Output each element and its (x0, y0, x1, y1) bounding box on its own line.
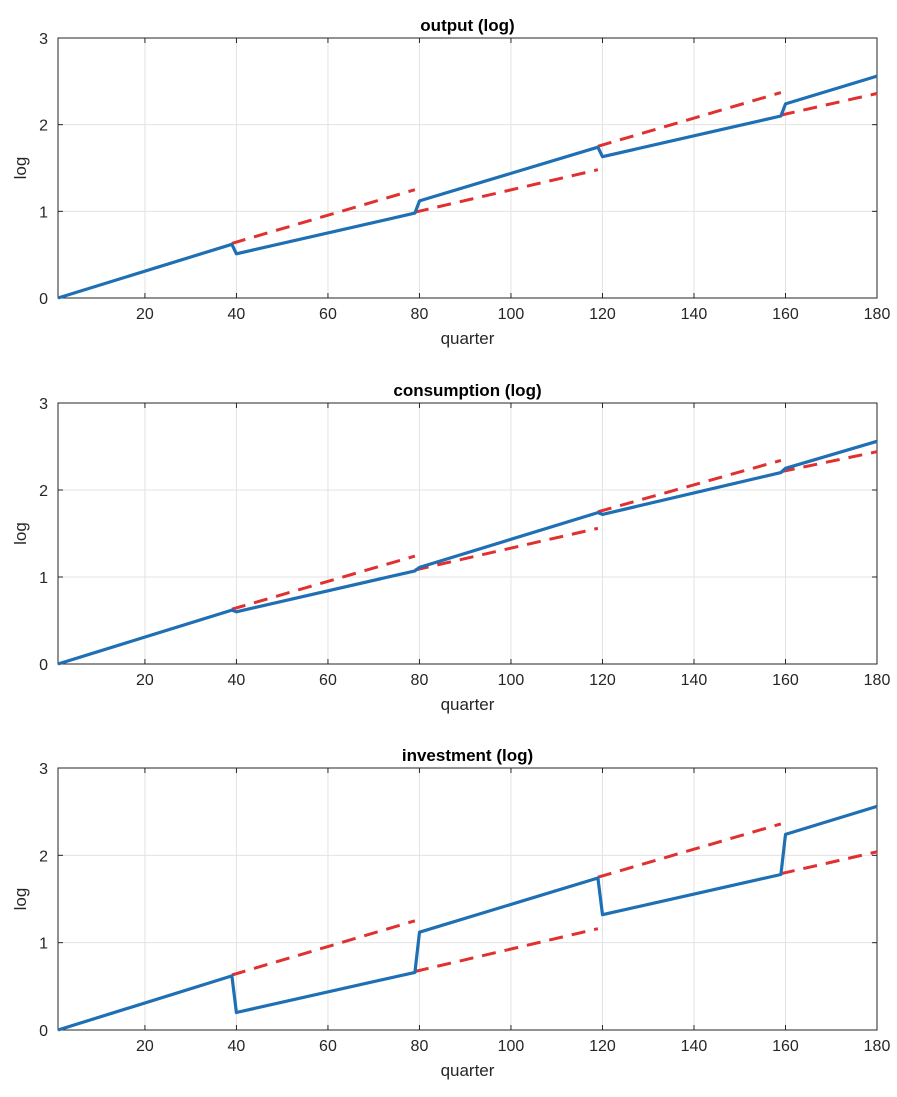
x-axis-label: quarter (441, 329, 495, 348)
x-tick-label: 60 (319, 306, 337, 323)
y-tick-label: 3 (39, 31, 48, 48)
x-tick-label: 120 (589, 672, 616, 689)
y-axis-label: log (11, 157, 30, 180)
subplot-3: 20 40 60 80 100 120 140 160 180 0 1 2 3 investment (l… (11, 746, 890, 1080)
x-tick-label: 20 (136, 672, 154, 689)
subplot-2: 20 40 60 80 100 120 140 160 180 0 1 2 3 consumption (… (11, 381, 890, 714)
y-tick-label: 0 (39, 291, 48, 308)
dashed-series-segment (414, 526, 599, 572)
x-tick-label: 100 (498, 672, 525, 689)
solid-series-line (57, 74, 878, 300)
y-axis-label: log (11, 522, 30, 545)
y-tick-label: 1 (39, 570, 48, 587)
y-tick-label: 3 (39, 396, 48, 413)
chart-title: investment (log) (402, 746, 533, 765)
y-tick-label: 0 (39, 657, 48, 674)
x-tick-label: 60 (319, 672, 337, 689)
x-tick-label: 60 (319, 1038, 337, 1055)
x-axis-label: quarter (441, 695, 495, 714)
dashed-series-segment (597, 822, 782, 879)
x-tick-label: 80 (411, 1038, 429, 1055)
y-axis-label: log (11, 888, 30, 911)
solid-series-line (57, 804, 878, 1032)
x-tick-label: 180 (864, 672, 891, 689)
y-tick-label: 2 (39, 848, 48, 865)
axes-frame (57, 402, 878, 665)
chart-title: output (log) (420, 16, 514, 35)
dashed-series-segment (231, 919, 416, 977)
chart-title: consumption (log) (393, 381, 541, 400)
x-tick-label: 140 (681, 672, 708, 689)
x-tick-label: 180 (864, 1038, 891, 1055)
dashed-series-segment (231, 554, 416, 611)
x-tick-label: 160 (772, 1038, 799, 1055)
dashed-series-segment (597, 458, 782, 514)
x-tick-label: 80 (411, 306, 429, 323)
axes-frame (57, 37, 878, 299)
x-tick-label: 40 (228, 306, 246, 323)
dashed-series-segment (231, 188, 416, 245)
x-tick-label: 80 (411, 672, 429, 689)
x-tick-label: 120 (589, 1038, 616, 1055)
dashed-series-segment (780, 92, 878, 117)
y-tick-label: 1 (39, 204, 48, 221)
dashed-series-segment (414, 168, 599, 214)
x-tick-label: 100 (498, 1038, 525, 1055)
y-tick-label: 3 (39, 761, 48, 778)
dashed-series-segment (597, 91, 782, 148)
y-tick-label: 1 (39, 936, 48, 953)
x-tick-label: 40 (228, 672, 246, 689)
x-tick-label: 20 (136, 306, 154, 323)
dashed-series-segment (780, 450, 878, 474)
x-axis-label: quarter (441, 1061, 495, 1080)
dashed-series-segment (414, 927, 599, 973)
subplot-1: 20 40 60 80 100 120 140 160 180 0 1 2 3 output (log) q… (11, 16, 890, 348)
x-tick-label: 160 (772, 672, 799, 689)
y-tick-label: 0 (39, 1023, 48, 1040)
x-tick-label: 140 (681, 1038, 708, 1055)
x-tick-label: 160 (772, 306, 799, 323)
axes-frame (57, 767, 878, 1031)
x-tick-label: 20 (136, 1038, 154, 1055)
x-tick-label: 120 (589, 306, 616, 323)
x-tick-label: 140 (681, 306, 708, 323)
x-tick-label: 100 (498, 306, 525, 323)
x-tick-label: 40 (228, 1038, 246, 1055)
dashed-series-segment (780, 850, 878, 876)
y-tick-label: 2 (39, 483, 48, 500)
y-tick-label: 2 (39, 118, 48, 135)
solid-series-line (57, 439, 878, 666)
x-tick-label: 180 (864, 306, 891, 323)
